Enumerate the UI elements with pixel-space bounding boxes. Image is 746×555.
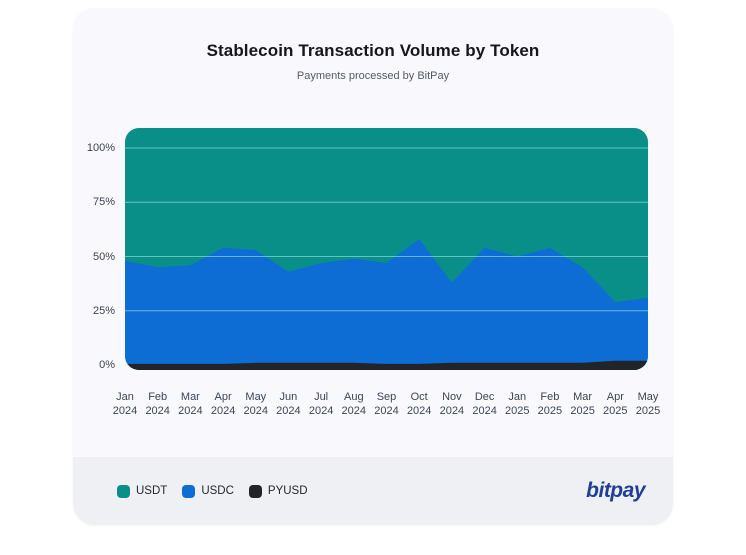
legend-item-usdt: USDT [117, 484, 168, 498]
x-tick-year: 2024 [374, 405, 399, 417]
x-axis-tick-10: Nov 2024 [432, 390, 472, 418]
x-tick-month: Apr [214, 391, 232, 403]
legend-label-usdc: USDC [201, 485, 234, 497]
x-tick-year: 2024 [406, 405, 432, 417]
chart-title: Stablecoin Transaction Volume by Token [206, 41, 540, 60]
x-tick-month: May [637, 391, 659, 403]
y-axis-tick-0: 0% [99, 359, 115, 371]
x-tick-year: 2025 [537, 405, 563, 417]
x-tick-year: 2024 [341, 405, 367, 417]
x-tick-year: 2024 [145, 405, 170, 417]
x-tick-month: Dec [474, 391, 495, 403]
bitpay-logo: bitpay [586, 479, 645, 502]
x-axis-tick-8: Sep 2024 [367, 390, 407, 418]
chart-card: Stablecoin Transaction Volume by Token P… [73, 8, 673, 525]
x-axis-tick-3: Apr 2024 [203, 390, 243, 418]
x-tick-month: Jan [508, 391, 527, 403]
x-tick-year: 2024 [276, 405, 301, 417]
legend-item-pyusd: PYUSD [248, 484, 308, 498]
x-tick-month: Jan [116, 391, 134, 403]
x-axis-tick-2: Mar 2024 [170, 390, 210, 418]
x-tick-month: Aug [344, 391, 364, 403]
x-tick-year: 2024 [243, 405, 269, 417]
x-tick-month: Nov [442, 391, 462, 403]
x-tick-year: 2024 [210, 405, 236, 417]
area-usdc [125, 239, 648, 370]
plot-svg [125, 128, 648, 370]
x-tick-month: Mar [180, 391, 200, 403]
stacked-area-chart: 100% 75% 50% 25% 0% Jan 2024 Feb 2024 Mar 2024 Apr 2… [73, 8, 673, 525]
x-axis-tick-7: Aug 2024 [334, 390, 374, 418]
x-axis-tick-5: Jun 2024 [268, 390, 308, 418]
x-axis-tick-15: Apr 2025 [595, 390, 635, 418]
x-tick-month: Feb [540, 391, 560, 403]
x-axis-tick-4: May 2024 [236, 390, 276, 418]
y-axis-tick-100: 100% [86, 142, 115, 154]
x-tick-year: 2024 [439, 405, 465, 417]
x-tick-month: Jun [279, 391, 298, 403]
legend-swatch-pyusd [248, 484, 262, 498]
legend-label-usdt: USDT [136, 485, 168, 497]
x-tick-year: 2024 [112, 405, 138, 417]
x-tick-month: Jul [314, 391, 329, 403]
x-axis-tick-16: May 2025 [628, 390, 668, 418]
plot-area [125, 128, 648, 370]
x-tick-year: 2025 [505, 405, 530, 417]
area-pyusd [125, 360, 648, 370]
x-axis-tick-0: Jan 2024 [105, 390, 145, 418]
x-tick-month: Sep [376, 391, 397, 403]
x-tick-year: 2025 [570, 405, 595, 417]
x-axis-tick-14: Mar 2025 [563, 390, 603, 418]
legend-swatch-usdc [182, 484, 196, 498]
legend: USDT USDC PYUSD [117, 484, 308, 498]
legend-label-pyusd: PYUSD [267, 485, 308, 497]
x-tick-year: 2024 [472, 405, 497, 417]
legend-item-usdc: USDC [182, 484, 234, 498]
x-tick-year: 2024 [308, 405, 334, 417]
chart-subtitle: Payments processed by BitPay [296, 70, 450, 82]
x-axis-tick-13: Feb 2025 [530, 390, 570, 418]
x-tick-month: Feb [148, 391, 168, 403]
x-axis-tick-6: Jul 2024 [301, 390, 341, 418]
x-axis-tick-9: Oct 2024 [399, 390, 439, 418]
x-axis-tick-11: Dec 2024 [465, 390, 505, 418]
y-axis-tick-50: 50% [92, 250, 115, 263]
x-tick-year: 2025 [603, 405, 628, 417]
x-tick-year: 2024 [178, 405, 203, 417]
y-axis-tick-25: 25% [92, 304, 115, 317]
chart-footer: USDT USDC PYUSD bitpay [73, 457, 673, 525]
x-tick-month: Oct [410, 391, 428, 403]
x-axis-tick-12: Jan 2025 [497, 390, 537, 418]
x-tick-month: Mar [573, 391, 593, 403]
x-axis-tick-1: Feb 2024 [138, 390, 178, 418]
x-tick-month: May [245, 391, 267, 403]
x-tick-year: 2025 [635, 405, 661, 417]
y-axis-tick-75: 75% [92, 196, 115, 209]
x-tick-month: Apr [606, 391, 624, 403]
legend-swatch-usdt [117, 484, 130, 498]
